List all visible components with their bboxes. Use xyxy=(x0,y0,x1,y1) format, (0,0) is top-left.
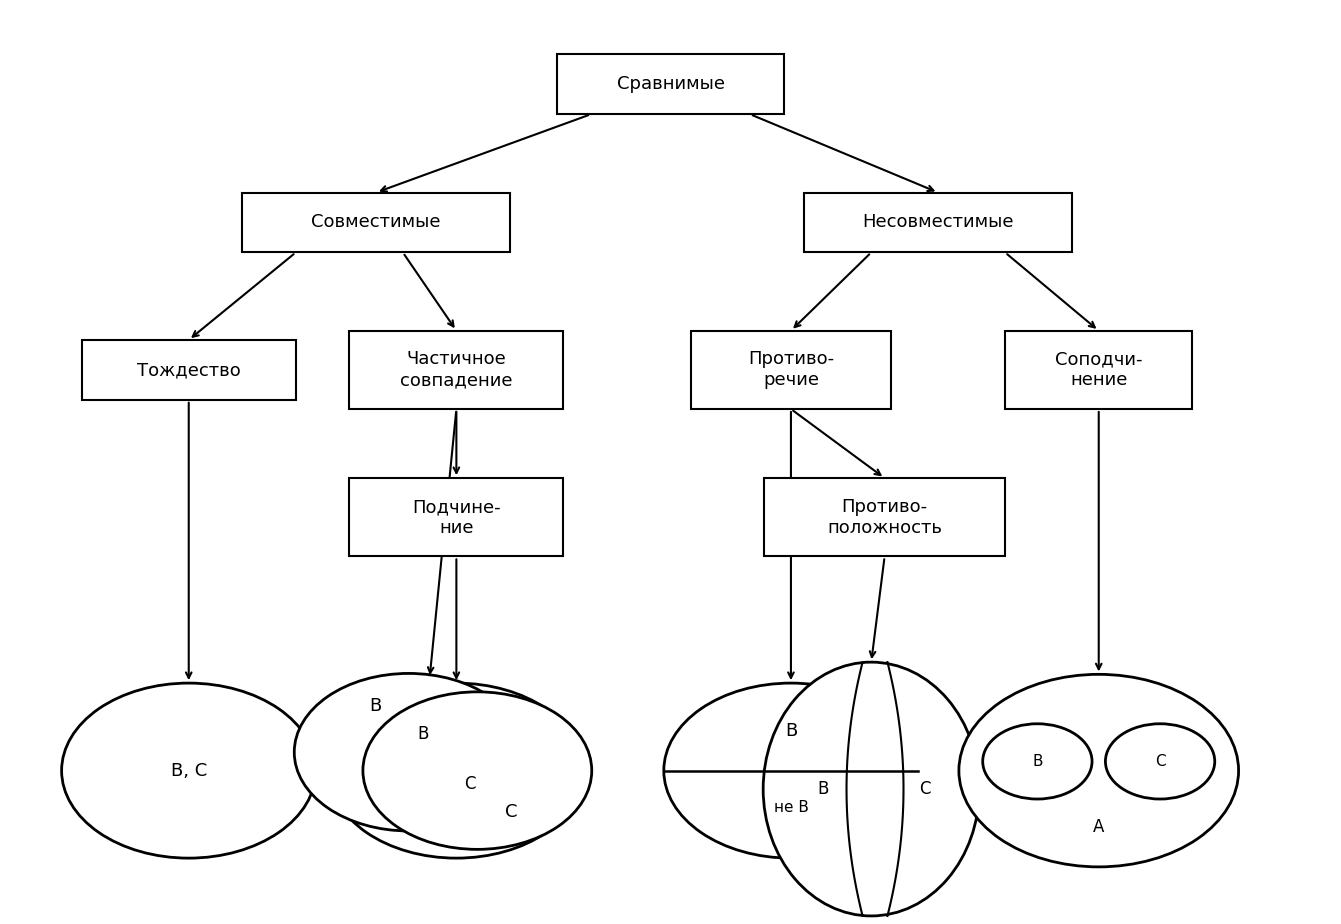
Text: Противо-
положность: Противо- положность xyxy=(827,498,943,537)
Circle shape xyxy=(959,675,1239,867)
Text: Сравнимые: Сравнимые xyxy=(617,75,724,93)
Text: С: С xyxy=(464,775,476,794)
Circle shape xyxy=(363,692,591,849)
Text: не В: не В xyxy=(774,800,809,815)
Text: В: В xyxy=(784,723,797,740)
Bar xyxy=(243,192,510,252)
Circle shape xyxy=(664,683,919,858)
Text: А: А xyxy=(1093,819,1105,836)
Text: С: С xyxy=(1155,754,1165,769)
Text: В: В xyxy=(1033,754,1042,769)
Text: Частичное
совпадение: Частичное совпадение xyxy=(400,350,512,389)
Text: Совместимые: Совместимые xyxy=(311,213,441,232)
Ellipse shape xyxy=(763,663,979,916)
Text: Тождество: Тождество xyxy=(137,361,240,379)
Text: Несовместимые: Несовместимые xyxy=(862,213,1014,232)
Text: В, С: В, С xyxy=(170,761,207,780)
Text: В: В xyxy=(369,697,381,715)
Text: С: С xyxy=(920,780,931,798)
Text: Противо-
речие: Противо- речие xyxy=(748,350,834,389)
Text: Подчине-
ние: Подчине- ние xyxy=(412,498,500,537)
Text: В: В xyxy=(417,724,429,743)
Text: С: С xyxy=(504,803,518,821)
Bar xyxy=(349,331,563,409)
Bar xyxy=(349,478,563,556)
Bar xyxy=(1004,331,1192,409)
Circle shape xyxy=(409,742,531,826)
Circle shape xyxy=(62,683,316,858)
Bar xyxy=(82,340,296,400)
Circle shape xyxy=(983,723,1092,799)
Circle shape xyxy=(294,674,523,831)
Text: Соподчи-
нение: Соподчи- нение xyxy=(1055,350,1143,389)
Circle shape xyxy=(330,683,583,858)
Bar xyxy=(691,331,892,409)
Bar xyxy=(557,55,784,115)
Bar xyxy=(805,192,1071,252)
Text: В: В xyxy=(817,780,829,798)
Bar xyxy=(764,478,1004,556)
Circle shape xyxy=(1105,723,1215,799)
